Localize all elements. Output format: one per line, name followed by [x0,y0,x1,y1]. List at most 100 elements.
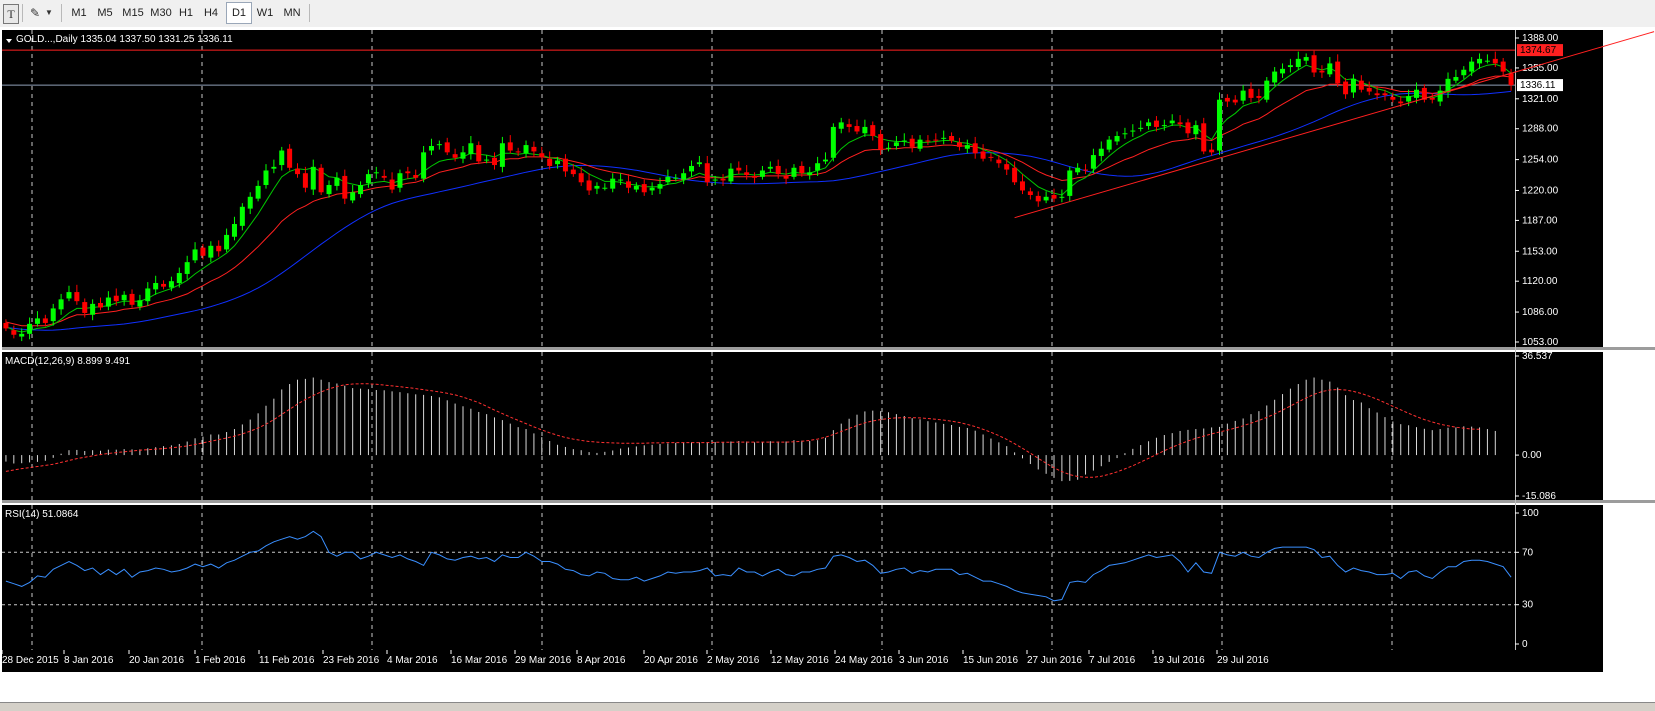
candle-body [1019,181,1025,191]
candle-body [1264,80,1270,100]
candle-body [405,171,411,174]
ma-mid-line [5,75,1512,327]
timeframe-m1[interactable]: M1 [71,7,87,19]
candle-body [665,176,671,183]
candle-body [1484,60,1490,62]
price-tick-label: 1288.00 [1522,124,1559,135]
panel-background-macd [2,352,1603,500]
time-axis-label: 3 Jun 2016 [899,655,949,666]
candle-body [830,126,836,158]
candle-body [19,333,25,337]
candle-body [602,187,608,189]
text-tool-icon[interactable]: T [3,4,19,24]
candle-body [988,156,994,158]
chart-scroll-strip[interactable] [0,702,1655,711]
candle-body [1358,80,1364,90]
candle-body [413,175,419,178]
timeframe-mn[interactable]: MN [283,7,301,19]
candle-body [956,142,962,147]
candle-body [1067,170,1073,196]
candle-body [1232,99,1238,103]
candle-body [145,288,151,302]
candle-body [1059,196,1065,198]
time-axis-label: 4 Mar 2016 [387,655,438,666]
candle-body [1051,194,1057,199]
current-price-badge [1517,79,1563,92]
timeframe-h4[interactable]: H4 [203,7,219,19]
candle-body [326,185,332,195]
candle-body [1469,61,1475,72]
candle-body [318,167,324,193]
candle-body [712,179,718,181]
timeframe-m30[interactable]: M30 [150,7,172,19]
candle-body [1138,127,1144,129]
candle-body [1280,68,1286,74]
candle-body [578,173,584,183]
candle-body [1161,125,1167,127]
candle-body [1311,55,1317,73]
candle-body [1043,196,1049,201]
candle-body [1374,93,1380,96]
timeframe-m15[interactable]: M15 [122,7,144,19]
candle-body [1153,120,1159,127]
candle-body [1429,97,1435,100]
candle-body [1035,195,1041,202]
macd-tick-label: 36.537 [1522,351,1553,362]
candle-body [373,172,379,174]
draw-tools-icon[interactable]: ✎ [29,6,41,20]
candle-body [752,175,758,178]
candle-body [649,187,655,191]
timeframe-d1[interactable]: D1 [226,2,252,24]
candle-body [3,322,9,329]
candle-body [1413,89,1419,98]
candle-body [1319,70,1325,73]
candle-body [901,140,907,142]
candle-body [610,178,616,189]
candle-body [586,180,592,191]
timeframe-h1[interactable]: H1 [178,7,194,19]
panel-background-price [2,30,1603,348]
toolbar-separator [61,4,62,22]
candle-body [444,142,450,153]
candle-body [1406,96,1412,102]
candle-body [972,143,978,154]
candle-body [980,151,986,159]
price-tick-label: 1254.00 [1522,155,1559,166]
dropdown-arrow-icon[interactable]: ▼ [45,8,53,17]
candle-body [1185,122,1191,134]
candle-body [1240,90,1246,101]
candle-body [1500,61,1506,72]
candle-body [822,159,828,162]
candle-body [224,234,230,250]
candle-body [334,177,340,186]
candle-body [365,174,371,184]
candle-body [1508,73,1514,86]
timeframe-w1[interactable]: W1 [256,7,274,19]
candle-body [539,153,545,157]
candle-body [350,192,356,201]
candle-body [1075,167,1081,173]
candle-body [1012,167,1018,183]
candle-body [625,181,631,188]
candle-body [1083,169,1089,171]
candle-body [1461,69,1467,76]
time-axis-label: 20 Apr 2016 [644,655,698,666]
candle-body [176,273,182,284]
candle-body [492,157,498,166]
candle-body [1146,122,1152,127]
candle-body [98,302,104,308]
candle-body [759,170,765,177]
time-axis-label: 16 Mar 2016 [451,655,508,666]
timeframe-m5[interactable]: M5 [97,7,113,19]
candle-body [1114,136,1120,142]
price-tick-label: 1053.00 [1522,337,1559,348]
price-tick-label: 1220.00 [1522,185,1559,196]
candle-body [1477,58,1483,64]
candle-body [1366,87,1372,92]
candle-body [1382,93,1388,96]
candle-body [1098,148,1104,156]
candle-body [342,175,348,199]
candle-body [657,184,663,189]
candle-body [389,179,395,190]
candle-body [696,162,702,165]
